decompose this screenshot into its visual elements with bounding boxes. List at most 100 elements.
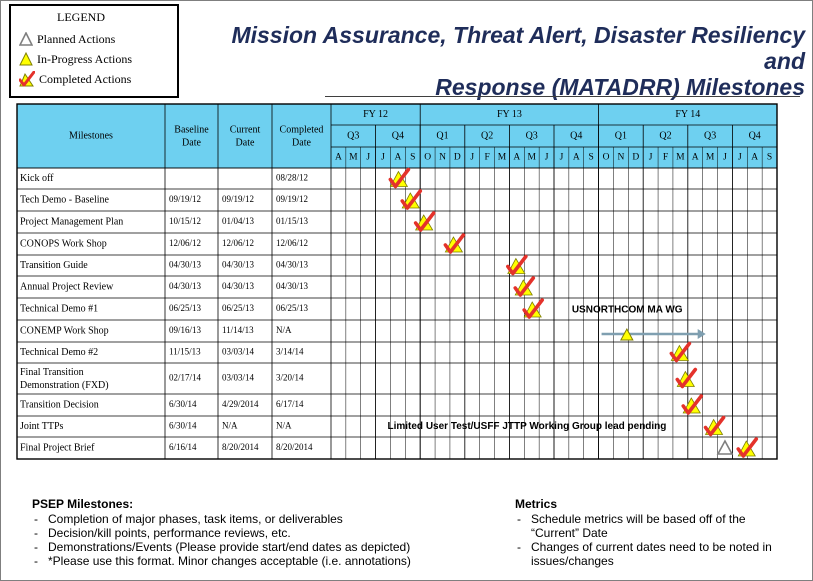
quarter-label: Q1 bbox=[615, 130, 627, 141]
baseline-date: 6/30/14 bbox=[169, 421, 197, 431]
quarter-label: Q2 bbox=[659, 130, 671, 141]
table-row: Joint TTPs 6/30/14 N/A N/A bbox=[20, 421, 292, 432]
month-label: M bbox=[527, 153, 536, 163]
completed-date: 12/06/12 bbox=[276, 238, 308, 248]
completed-date: 01/15/13 bbox=[276, 216, 309, 226]
current-date: 03/03/14 bbox=[222, 347, 255, 357]
milestone-name: Technical Demo #2 bbox=[20, 347, 98, 358]
baseline-date: 04/30/13 bbox=[169, 260, 202, 270]
quarter-label: Q2 bbox=[481, 130, 493, 141]
month-label: M bbox=[676, 153, 685, 163]
baseline-date: 12/06/12 bbox=[169, 238, 201, 248]
milestone-name: Kick off bbox=[20, 173, 54, 184]
table-row: CONEMP Work Shop 09/16/13 11/14/13 N/A bbox=[20, 325, 292, 336]
metrics-notes: Metrics Schedule metrics will be based o… bbox=[515, 497, 795, 568]
completed-check-icon bbox=[522, 298, 544, 319]
completed-check-icon bbox=[703, 415, 726, 437]
current-date: 09/19/12 bbox=[222, 194, 254, 204]
month-label: J bbox=[366, 153, 370, 163]
baseline-date: 6/16/14 bbox=[169, 442, 197, 452]
milestone-name: Tech Demo - Baseline bbox=[20, 194, 110, 205]
milestone-name: Annual Project Review bbox=[20, 281, 114, 292]
legend-item-completed: Completed Actions bbox=[19, 70, 131, 88]
completed-check-icon bbox=[443, 233, 466, 254]
psep-heading: PSEP Milestones: bbox=[32, 497, 134, 511]
milestone-name: Project Management Plan bbox=[20, 216, 123, 227]
milestone-name: Demonstration (FXD) bbox=[20, 380, 109, 391]
month-label: J bbox=[723, 153, 727, 163]
table-row: Project Management Plan 10/15/12 01/04/13 0… bbox=[20, 216, 309, 227]
annotation-text: Limited User Test/USFF JTTP Working Grou… bbox=[387, 421, 666, 432]
completed-date: N/A bbox=[276, 421, 292, 431]
table-row: Final Transition Demonstration (FXD) 02/17… bbox=[20, 367, 304, 391]
completed-check-icon bbox=[19, 71, 35, 87]
baseline-date: 02/17/14 bbox=[169, 373, 202, 383]
header-current-line2: Date bbox=[236, 137, 255, 148]
table-row: Transition Guide 04/30/13 04/30/13 04/30/13 bbox=[20, 260, 309, 271]
completed-date: 04/30/13 bbox=[276, 281, 309, 291]
baseline-date: 06/25/13 bbox=[169, 303, 202, 313]
current-date: 01/04/13 bbox=[222, 216, 255, 226]
completed-date: 09/19/12 bbox=[276, 194, 308, 204]
month-label: O bbox=[603, 153, 610, 163]
current-date: 12/06/12 bbox=[222, 238, 254, 248]
quarter-label: Q3 bbox=[526, 130, 538, 141]
month-label: O bbox=[424, 153, 431, 163]
header-baseline-line2: Date bbox=[182, 137, 201, 148]
table-row: Transition Decision 6/30/14 4/29/2014 6/17/… bbox=[20, 399, 304, 410]
completed-date: 8/20/2014 bbox=[276, 442, 313, 452]
table-row: Final Project Brief 6/16/14 8/20/2014 8/20/… bbox=[20, 442, 313, 453]
current-date: 04/30/13 bbox=[222, 260, 255, 270]
milestone-name: Joint TTPs bbox=[20, 421, 64, 432]
milestone-chart: Milestones Baseline Date Current Date Complet… bbox=[16, 103, 778, 460]
table-row: Tech Demo - Baseline 09/19/12 09/19/12 09/1… bbox=[20, 194, 308, 205]
table-row: Technical Demo #2 11/15/13 03/03/14 3/14/14 bbox=[20, 347, 304, 358]
month-label: F bbox=[663, 153, 668, 163]
milestone-name: Transition Guide bbox=[20, 260, 88, 271]
month-label: J bbox=[738, 153, 742, 163]
baseline-date: 09/16/13 bbox=[169, 325, 202, 335]
annotation-text: USNORTHCOM MA WG bbox=[572, 305, 683, 316]
current-date: 4/29/2014 bbox=[222, 399, 259, 409]
completed-date: N/A bbox=[276, 325, 292, 335]
month-label: S bbox=[767, 153, 772, 163]
legend-title: LEGEND bbox=[57, 10, 105, 24]
baseline-date: 04/30/13 bbox=[169, 281, 202, 291]
psep-notes: PSEP Milestones: Completion of major pha… bbox=[32, 497, 472, 568]
completed-check-icon bbox=[413, 211, 436, 232]
current-date: 06/25/13 bbox=[222, 303, 255, 313]
completed-date: 3/14/14 bbox=[276, 347, 304, 357]
milestone-name: Final Transition bbox=[20, 367, 84, 378]
month-label: N bbox=[617, 153, 624, 163]
completed-date: 08/28/12 bbox=[276, 173, 308, 183]
table-row: Technical Demo #1 06/25/13 06/25/13 06/25/1… bbox=[20, 303, 309, 314]
title-underline bbox=[325, 96, 800, 97]
in-progress-triangle-icon bbox=[620, 327, 634, 341]
legend-label-planned: Planned Actions bbox=[37, 31, 116, 46]
month-label: S bbox=[589, 153, 594, 163]
completed-date: 04/30/13 bbox=[276, 260, 309, 270]
table-row: Annual Project Review 04/30/13 04/30/13 04/… bbox=[20, 281, 309, 292]
legend-label-in-progress: In-Progress Actions bbox=[37, 51, 132, 66]
psep-item: Decision/kill points, performance review… bbox=[32, 526, 472, 540]
milestone-name: Transition Decision bbox=[20, 399, 99, 410]
psep-item: *Please use this format. Minor changes a… bbox=[32, 554, 472, 568]
completed-check-icon bbox=[400, 189, 423, 210]
milestone-name: CONOPS Work Shop bbox=[20, 238, 107, 249]
month-label: D bbox=[454, 153, 461, 163]
month-label: J bbox=[545, 153, 549, 163]
month-label: A bbox=[573, 153, 580, 163]
planned-triangle-icon bbox=[19, 32, 33, 46]
title-line-2: Response (MATADRR) Milestones bbox=[435, 74, 805, 100]
header-milestones: Milestones bbox=[69, 130, 113, 141]
table-border bbox=[16, 103, 778, 460]
legend-label-completed: Completed Actions bbox=[39, 71, 132, 86]
legend-item-in-progress: In-Progress Actions bbox=[19, 50, 132, 68]
fiscal-year-label: FY 14 bbox=[675, 109, 700, 120]
month-label: J bbox=[649, 153, 653, 163]
metrics-item: Schedule metrics will be based off of th… bbox=[515, 512, 795, 540]
milestone-name: Technical Demo #1 bbox=[20, 303, 98, 314]
month-label: J bbox=[560, 153, 564, 163]
header-fill bbox=[17, 104, 777, 168]
fiscal-year-label: FY 12 bbox=[363, 109, 388, 120]
